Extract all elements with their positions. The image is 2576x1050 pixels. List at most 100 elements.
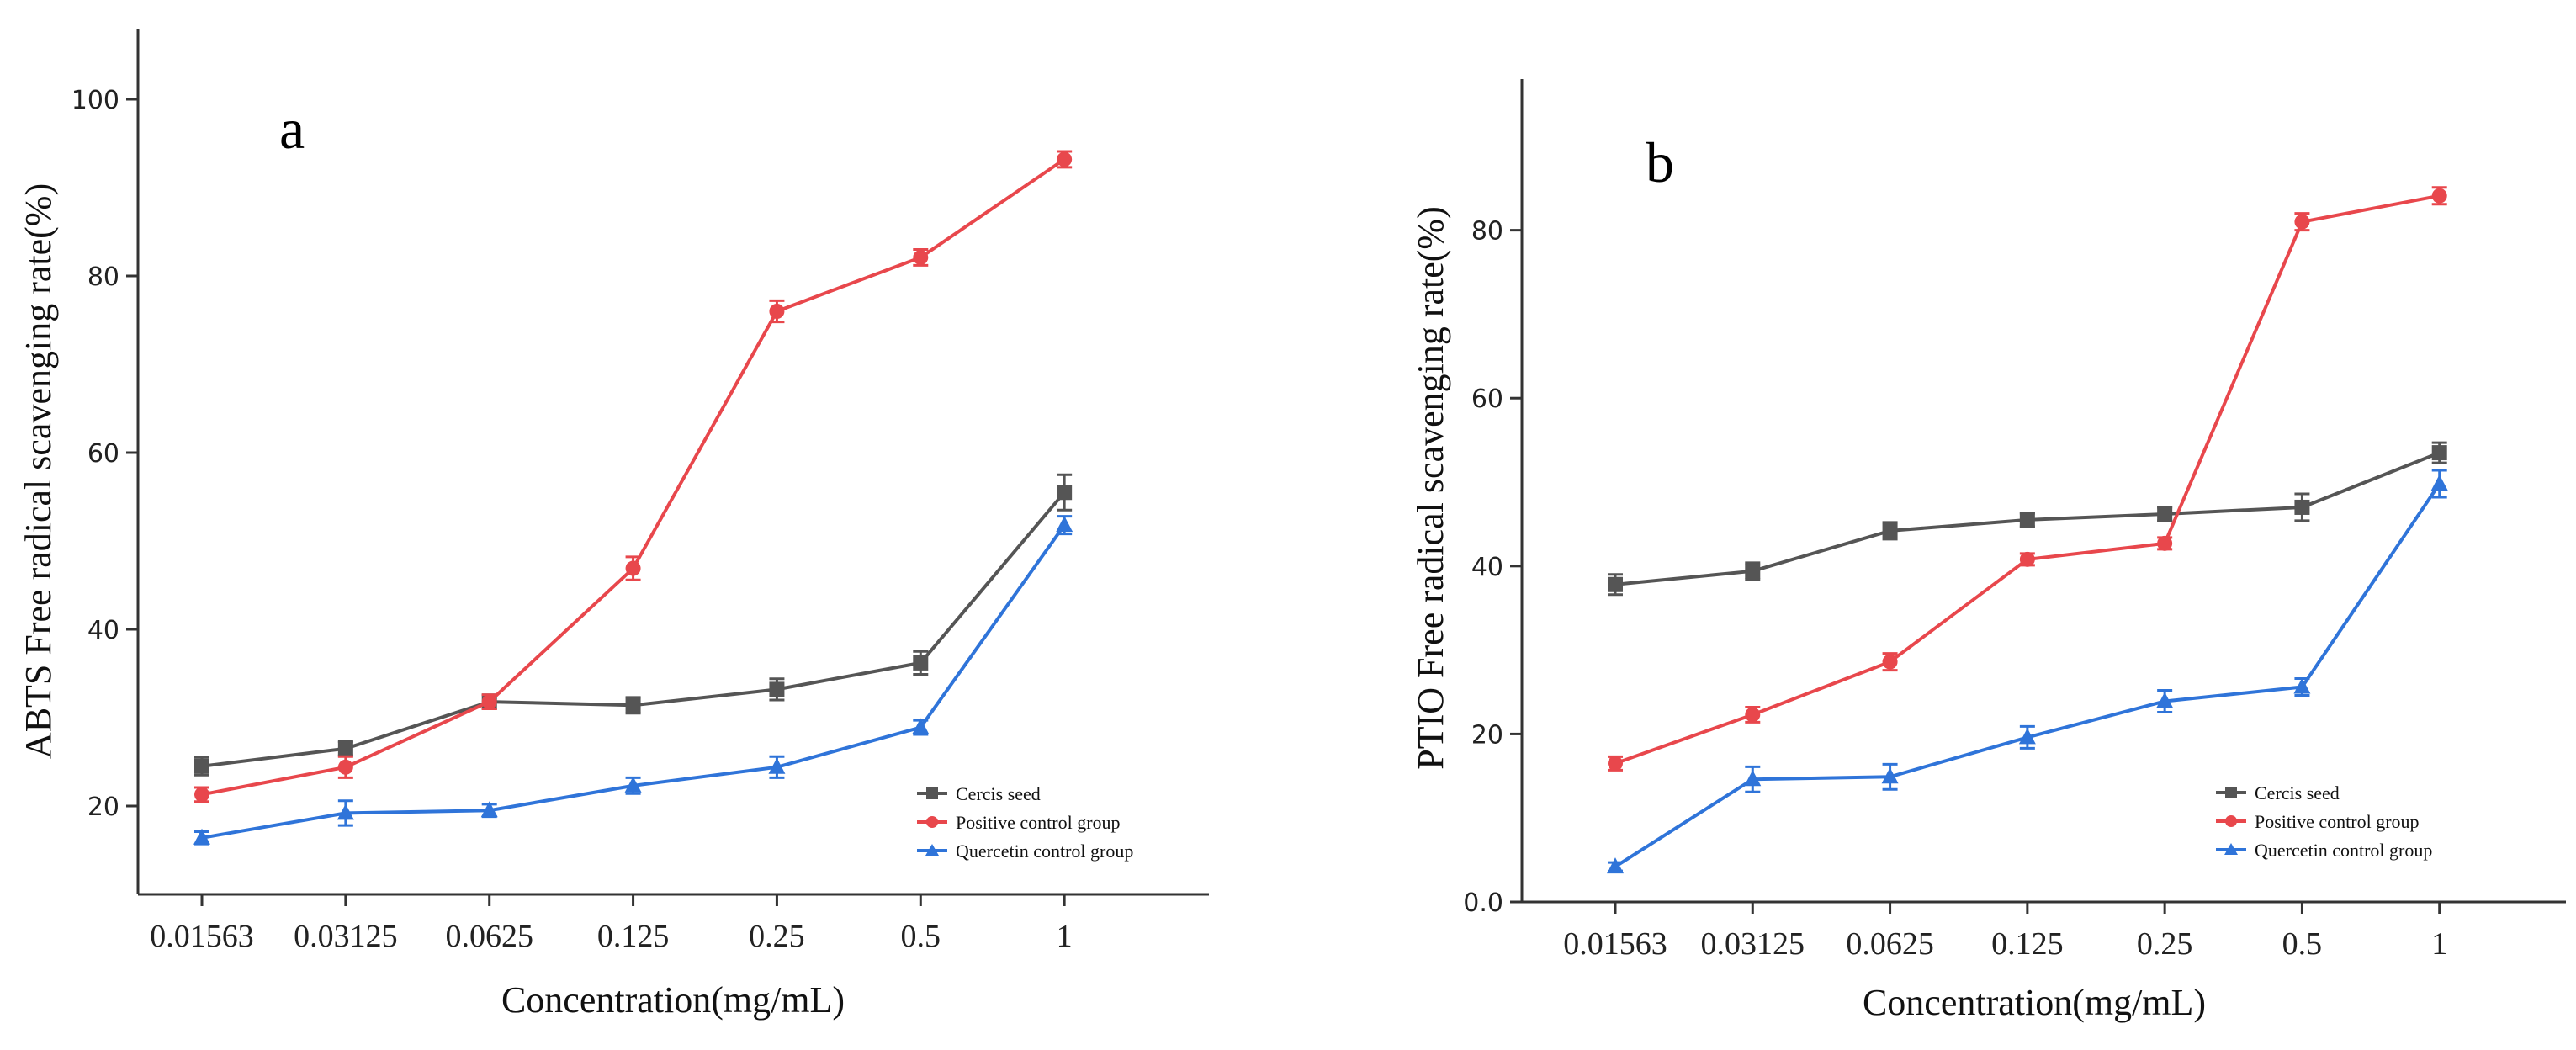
data-point (2431, 188, 2447, 204)
data-point (193, 828, 210, 845)
data-point (1057, 485, 1073, 501)
legend: Cercis seed Positive control group Querc… (917, 783, 1133, 862)
data-point (2294, 499, 2310, 515)
data-point (2019, 512, 2035, 528)
chart-panel-b: 0.0 20 40 60 80 0.01563 0.03125 0.0625 0.125 0.2… (1410, 79, 2566, 1023)
data-point (1608, 756, 1623, 772)
data-point (769, 304, 785, 319)
data-point (1881, 767, 1899, 784)
legend-entry-cercis-seed: Cercis seed (2216, 782, 2340, 803)
data-point (912, 718, 930, 734)
legend-label: Cercis seed (956, 783, 1041, 804)
chart-panel-a: 20 40 60 80 100 0.01563 0.03125 0.0625 0.125 0.2… (18, 29, 1209, 1021)
legend-label: Quercetin control group (2255, 840, 2432, 861)
y-tick-label: 20 (87, 793, 119, 822)
x-tick-label: 0.03125 (294, 919, 398, 954)
legend: Cercis seed Positive control group Querc… (2216, 782, 2432, 861)
x-tick-label: 0.5 (901, 919, 941, 954)
data-point (769, 681, 785, 697)
legend-label: Quercetin control group (956, 841, 1133, 862)
x-axis-title: Concentration(mg/mL) (1863, 982, 2206, 1023)
data-point (624, 776, 642, 793)
series-quercetin-control-group (1607, 469, 2448, 874)
legend-entry-positive-control: Positive control group (2216, 811, 2420, 832)
x-axis-title: Concentration(mg/mL) (501, 979, 845, 1021)
data-point (1057, 151, 1073, 167)
x-ticks: 0.01563 0.03125 0.0625 0.125 0.25 0.5 1 (1563, 902, 2447, 962)
x-ticks: 0.01563 0.03125 0.0625 0.125 0.25 0.5 1 (150, 894, 1073, 954)
data-point (625, 697, 641, 713)
legend-label: Cercis seed (2255, 782, 2340, 803)
x-tick-label: 0.01563 (1563, 926, 1667, 962)
x-tick-label: 0.01563 (150, 919, 254, 954)
x-tick-label: 0.25 (2137, 926, 2193, 962)
data-point (337, 759, 353, 775)
data-point (1607, 857, 1624, 874)
y-ticks: 0.0 20 40 60 80 (1463, 217, 1522, 918)
x-tick-label: 1 (2431, 926, 2447, 962)
data-point (2293, 677, 2311, 694)
data-point (2294, 214, 2310, 230)
legend-entry-quercetin-control: Quercetin control group (917, 841, 1133, 862)
y-tick-label: 60 (87, 439, 119, 469)
data-point (194, 787, 209, 803)
legend-label: Positive control group (2255, 811, 2420, 832)
data-point (194, 758, 209, 774)
series-line (1614, 482, 2441, 868)
x-tick-label: 0.5 (2282, 926, 2323, 962)
y-tick-label: 80 (87, 262, 119, 292)
data-point (2018, 728, 2036, 745)
series-cercis-seed (1608, 441, 2447, 597)
data-point (2157, 535, 2173, 551)
y-axis-title: PTIO Free radical scavenging rate(%) (1410, 206, 1451, 769)
data-point (2430, 475, 2448, 491)
data-point (768, 757, 786, 774)
panel-label: a (279, 97, 305, 161)
data-point (337, 740, 353, 756)
series-line (201, 491, 1066, 768)
legend-entry-quercetin-control: Quercetin control group (2216, 840, 2432, 861)
data-point (1608, 576, 1623, 592)
data-point (913, 655, 929, 671)
x-tick-label: 0.0625 (445, 919, 533, 954)
panel-label: b (1646, 130, 1674, 194)
data-point (2156, 692, 2174, 708)
y-tick-label: 40 (87, 616, 119, 645)
y-tick-label: 0.0 (1463, 888, 1503, 918)
data-point (481, 694, 497, 710)
y-tick-label: 20 (1471, 720, 1503, 750)
series-positive-control-group (194, 150, 1073, 803)
legend-entry-cercis-seed: Cercis seed (917, 783, 1041, 804)
series-quercetin-control-group (193, 515, 1073, 846)
series-cercis-seed (194, 473, 1073, 777)
legend-entry-positive-control: Positive control group (917, 812, 1121, 833)
data-point (480, 801, 498, 818)
y-tick-label: 80 (1471, 217, 1503, 247)
data-point (2019, 551, 2035, 567)
data-point (1744, 770, 1762, 787)
data-point (1745, 707, 1761, 723)
y-ticks: 20 40 60 80 100 (72, 86, 138, 822)
y-tick-label: 100 (72, 86, 119, 115)
data-point (625, 560, 641, 576)
data-point (1882, 522, 1898, 538)
data-point (337, 803, 354, 820)
data-point (2157, 506, 2173, 522)
y-tick-label: 60 (1471, 384, 1503, 414)
data-point (1882, 654, 1898, 670)
series-positive-control-group (1608, 186, 2447, 772)
x-tick-label: 0.03125 (1701, 926, 1805, 962)
data-point (913, 249, 929, 265)
data-point (2431, 445, 2447, 461)
x-tick-label: 0.0625 (1846, 926, 1934, 962)
series-group (1607, 186, 2448, 874)
x-tick-label: 0.125 (1991, 926, 2064, 962)
series-group (193, 150, 1073, 846)
x-tick-label: 0.125 (597, 919, 670, 954)
data-point (1056, 516, 1073, 533)
x-tick-label: 0.25 (749, 919, 805, 954)
x-tick-label: 1 (1057, 919, 1073, 954)
y-axis-title: ABTS Free radical scavenging rate(%) (18, 183, 59, 759)
legend-label: Positive control group (956, 812, 1121, 833)
